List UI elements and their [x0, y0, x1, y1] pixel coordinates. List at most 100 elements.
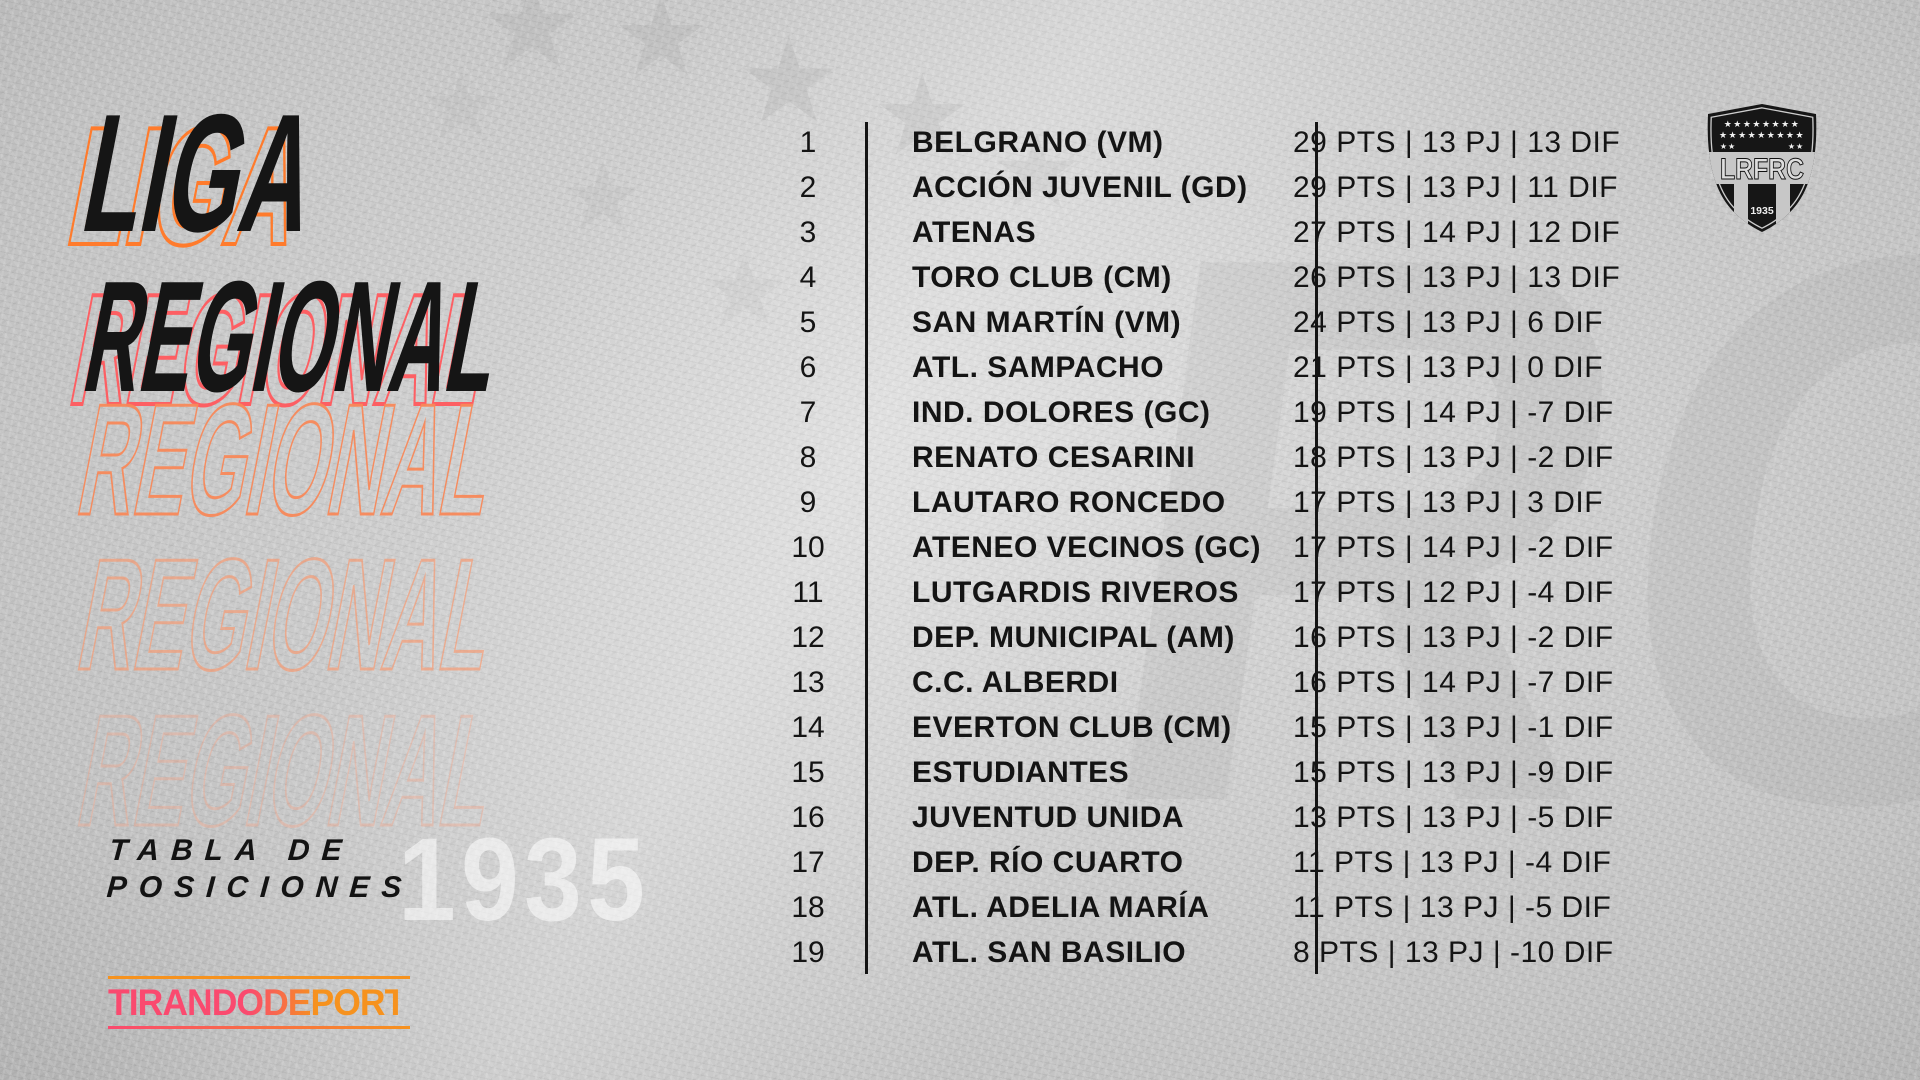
- title-line-liga: LIGA LIGA: [54, 79, 571, 281]
- table-row: 18 ATL. ADELIA MARÍA 11 PTS | 13 PJ | -5…: [760, 886, 1740, 931]
- badge-stars-edge-left: ★★: [1720, 142, 1736, 151]
- table-row: 12 DEP. MUNICIPAL (AM) 16 PTS | 13 PJ | …: [760, 616, 1740, 661]
- row-team: DEP. RÍO CUARTO: [912, 846, 1184, 880]
- row-stats: 8 PTS | 13 PJ | -10 DIF: [1293, 936, 1614, 970]
- table-row: 6 ATL. SAMPACHO 21 PTS | 13 PJ | 0 DIF: [760, 345, 1740, 390]
- row-team: SAN MARTÍN (VM): [912, 305, 1182, 339]
- brand-logo: TIRANDODEPORTES: [108, 976, 452, 1029]
- row-stats: 24 PTS | 13 PJ | 6 DIF: [1293, 305, 1604, 339]
- row-stats: 29 PTS | 13 PJ | 11 DIF: [1293, 170, 1618, 204]
- row-position: 10: [791, 530, 825, 564]
- table-row: 14 EVERTON CLUB (CM) 15 PTS | 13 PJ | -1…: [760, 706, 1740, 751]
- row-stats: 16 PTS | 14 PJ | -7 DIF: [1293, 666, 1614, 700]
- row-position: 1: [799, 125, 817, 159]
- table-row: 13 C.C. ALBERDI 16 PTS | 14 PJ | -7 DIF: [760, 661, 1740, 706]
- row-team: ACCIÓN JUVENIL (GD): [912, 170, 1248, 204]
- table-row: 11 LUTGARDIS RIVEROS 17 PTS | 12 PJ | -4…: [760, 570, 1740, 615]
- table-row: 7 IND. DOLORES (GC) 19 PTS | 14 PJ | -7 …: [760, 390, 1740, 435]
- row-team: TORO CLUB (CM): [912, 260, 1172, 294]
- row-team: EVERTON CLUB (CM): [912, 711, 1232, 745]
- badge-name: LRFRC: [1720, 153, 1804, 186]
- row-team: IND. DOLORES (GC): [912, 395, 1211, 429]
- badge-year: 1935: [1750, 205, 1774, 217]
- row-team: ESTUDIANTES: [912, 756, 1130, 790]
- row-team: LUTGARDIS RIVEROS: [912, 575, 1239, 609]
- row-stats: 26 PTS | 13 PJ | 13 DIF: [1293, 260, 1621, 294]
- badge-stripe-light-right: [1776, 184, 1790, 232]
- table-row: 10 ATENEO VECINOS (GC) 17 PTS | 14 PJ | …: [760, 525, 1740, 570]
- row-stats: 13 PTS | 13 PJ | -5 DIF: [1293, 801, 1614, 835]
- brand-name: TIRANDODEPORTES: [108, 982, 452, 1023]
- badge-stars-edge-right: ★★: [1788, 142, 1804, 151]
- row-position: 5: [799, 305, 817, 339]
- row-stats: 27 PTS | 14 PJ | 12 DIF: [1293, 215, 1621, 249]
- row-stats: 15 PTS | 13 PJ | -9 DIF: [1293, 756, 1614, 790]
- badge-stars-row1: ★★★★★★★★: [1724, 120, 1801, 130]
- table-row: 1 BELGRANO (VM) 29 PTS | 13 PJ | 13 DIF: [760, 120, 1740, 165]
- row-stats: 15 PTS | 13 PJ | -1 DIF: [1293, 711, 1614, 745]
- table-divider-left: [865, 122, 868, 974]
- row-position: 7: [799, 395, 817, 429]
- table-divider-right: [1315, 122, 1318, 974]
- row-position: 14: [791, 711, 825, 745]
- title-fill: LIGA: [70, 79, 333, 267]
- table-row: 9 LAUTARO RONCEDO 17 PTS | 13 PJ | 3 DIF: [760, 480, 1740, 525]
- row-team: RENATO CESARINI: [912, 440, 1196, 474]
- row-position: 6: [799, 350, 817, 384]
- badge-stripe-light-left: [1734, 184, 1748, 232]
- row-team: ATENAS: [912, 215, 1037, 249]
- table-row: 17 DEP. RÍO CUARTO 11 PTS | 13 PJ | -4 D…: [760, 841, 1740, 886]
- row-stats: 29 PTS | 13 PJ | 13 DIF: [1293, 125, 1621, 159]
- row-stats: 17 PTS | 12 PJ | -4 DIF: [1293, 575, 1614, 609]
- row-team: ATL. SAN BASILIO: [912, 936, 1187, 970]
- star-icon: ★: [478, 0, 586, 93]
- row-team: JUVENTUD UNIDA: [912, 801, 1185, 835]
- table-row: 2 ACCIÓN JUVENIL (GD) 29 PTS | 13 PJ | 1…: [760, 165, 1740, 210]
- row-position: 19: [791, 936, 825, 970]
- row-team: ATENEO VECINOS (GC): [912, 530, 1261, 564]
- badge-stars-row2: ★★★★★★★★★: [1719, 131, 1805, 141]
- lrfrc-badge: ★★★★★★★★ ★★★★★★★★★ ★★ ★★ LRFRC 1935: [1707, 104, 1817, 232]
- table-row: 16 JUVENTUD UNIDA 13 PTS | 13 PJ | -5 DI…: [760, 796, 1740, 841]
- row-team: LAUTARO RONCEDO: [912, 485, 1226, 519]
- ghost-regional-2: REGIONAL: [66, 526, 511, 704]
- row-position: 13: [791, 666, 825, 700]
- row-stats: 17 PTS | 13 PJ | 3 DIF: [1293, 485, 1604, 519]
- row-position: 11: [792, 575, 824, 609]
- row-team: DEP. MUNICIPAL (AM): [912, 621, 1235, 655]
- row-stats: 18 PTS | 13 PJ | -2 DIF: [1293, 440, 1614, 474]
- ghost-regional-1: REGIONAL: [66, 371, 511, 549]
- brand-rule-top: [108, 976, 410, 979]
- table-row: 8 RENATO CESARINI 18 PTS | 13 PJ | -2 DI…: [760, 435, 1740, 480]
- row-position: 2: [799, 170, 817, 204]
- row-stats: 16 PTS | 13 PJ | -2 DIF: [1293, 621, 1614, 655]
- row-position: 3: [799, 215, 817, 249]
- row-position: 12: [791, 621, 825, 655]
- row-team: BELGRANO (VM): [912, 125, 1164, 159]
- subtitle: TABLA DE POSICIONES: [105, 833, 417, 907]
- row-stats: 21 PTS | 13 PJ | 0 DIF: [1293, 350, 1604, 384]
- star-icon: ★: [612, 0, 711, 98]
- row-team: ATL. SAMPACHO: [912, 350, 1165, 384]
- row-stats: 19 PTS | 14 PJ | -7 DIF: [1293, 395, 1614, 429]
- row-position: 17: [791, 846, 825, 880]
- row-stats: 11 PTS | 13 PJ | -4 DIF: [1293, 846, 1612, 880]
- row-position: 9: [799, 485, 817, 519]
- row-team: C.C. ALBERDI: [912, 666, 1119, 700]
- table-row: 3 ATENAS 27 PTS | 14 PJ | 12 DIF: [760, 210, 1740, 255]
- brand-rule-bottom: [108, 1026, 410, 1029]
- table-row: 5 SAN MARTÍN (VM) 24 PTS | 13 PJ | 6 DIF: [760, 300, 1740, 345]
- standings-table: 1 BELGRANO (VM) 29 PTS | 13 PJ | 13 DIF …: [760, 120, 1740, 976]
- table-row: 19 ATL. SAN BASILIO 8 PTS | 13 PJ | -10 …: [760, 931, 1740, 976]
- table-row: 15 ESTUDIANTES 15 PTS | 13 PJ | -9 DIF: [760, 751, 1740, 796]
- row-team: ATL. ADELIA MARÍA: [912, 891, 1210, 925]
- standings-rows: 1 BELGRANO (VM) 29 PTS | 13 PJ | 13 DIF …: [760, 120, 1740, 976]
- row-position: 8: [799, 440, 817, 474]
- subtitle-line-1: TABLA DE: [108, 834, 355, 867]
- table-row: 4 TORO CLUB (CM) 26 PTS | 13 PJ | 13 DIF: [760, 255, 1740, 300]
- row-stats: 11 PTS | 13 PJ | -5 DIF: [1293, 891, 1612, 925]
- row-position: 16: [791, 801, 825, 835]
- ghost-regional-3: REGIONAL: [66, 682, 511, 860]
- row-position: 15: [791, 756, 825, 790]
